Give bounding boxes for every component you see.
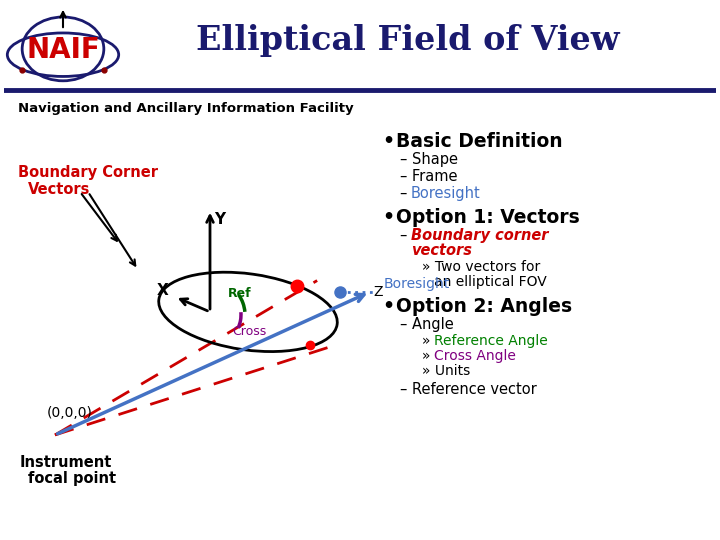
Text: Boundary corner: Boundary corner	[411, 228, 549, 243]
Text: Vectors: Vectors	[28, 182, 91, 197]
Text: Boresight: Boresight	[384, 277, 450, 291]
Text: Navigation and Ancillary Information Facility: Navigation and Ancillary Information Fac…	[17, 102, 354, 114]
Text: –: –	[400, 228, 412, 243]
Text: Cross: Cross	[232, 325, 266, 338]
Text: Basic Definition: Basic Definition	[396, 132, 562, 151]
Text: NAIF: NAIF	[26, 36, 100, 64]
Text: Elliptical Field of View: Elliptical Field of View	[196, 24, 619, 57]
Text: – Frame: – Frame	[400, 169, 457, 184]
Text: Z: Z	[373, 285, 382, 299]
Text: •: •	[382, 132, 394, 151]
Text: Option 2: Angles: Option 2: Angles	[396, 297, 572, 316]
Text: Instrument: Instrument	[20, 455, 112, 470]
Text: •: •	[382, 297, 394, 316]
Text: Boundary Corner: Boundary Corner	[18, 165, 158, 180]
Text: Option 1: Vectors: Option 1: Vectors	[396, 208, 580, 227]
Text: Reference Angle: Reference Angle	[434, 334, 548, 348]
Text: Cross Angle: Cross Angle	[434, 349, 516, 363]
Text: (0,0,0): (0,0,0)	[47, 406, 93, 420]
Text: – Shape: – Shape	[400, 152, 458, 167]
Text: » Two vectors for: » Two vectors for	[422, 260, 540, 274]
Text: •: •	[382, 208, 394, 227]
Text: Boresight: Boresight	[411, 186, 481, 201]
Text: –: –	[400, 186, 412, 201]
Text: X: X	[157, 283, 168, 298]
Text: focal point: focal point	[28, 471, 116, 486]
Text: »: »	[422, 349, 435, 363]
Text: – Reference vector: – Reference vector	[400, 382, 536, 397]
Text: » Units: » Units	[422, 364, 470, 378]
Text: »: »	[422, 334, 435, 348]
Text: Ref: Ref	[228, 287, 251, 300]
Text: Y: Y	[214, 212, 225, 227]
Text: – Angle: – Angle	[400, 317, 454, 332]
Text: vectors: vectors	[411, 243, 472, 258]
Text: an elliptical FOV: an elliptical FOV	[434, 275, 546, 289]
